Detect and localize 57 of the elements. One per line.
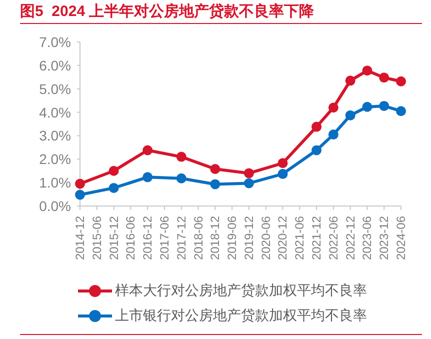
x-tick-label: 2020-12: [276, 216, 290, 260]
x-tick-label: 2014-12: [73, 216, 87, 260]
x-tick-label: 2015-12: [106, 216, 121, 260]
point: [278, 158, 288, 168]
y-tick-label: 2.0%: [39, 151, 71, 168]
point: [108, 166, 119, 176]
point: [210, 179, 220, 190]
chart-title: 图5 2024 上半年对公房地产贷款不良率下降: [20, 3, 314, 20]
y-tick-label: 3.0%: [39, 128, 71, 144]
y-tick-label: 5.0%: [39, 80, 71, 97]
x-tick-label: 2023-06: [360, 216, 374, 260]
point: [75, 178, 85, 189]
point: [312, 122, 322, 132]
point: [312, 145, 322, 156]
x-tick-label: 2024-06: [394, 216, 408, 260]
x-tick-label: 2021-12: [310, 216, 324, 260]
point: [362, 102, 372, 112]
y-tick-label: 7.0%: [39, 34, 71, 50]
x-tick-label: 2017-06: [157, 216, 172, 260]
y-tick-label: 4.0%: [39, 104, 71, 120]
point: [396, 106, 406, 116]
y-tick-label: 0.0%: [39, 198, 71, 214]
legend-label: 样本大行对公房地产贷款加权平均不良率: [115, 282, 367, 300]
point: [379, 100, 390, 111]
point: [75, 190, 85, 200]
x-tick-label: 2016-12: [140, 216, 155, 260]
y-tick-label: 1.0%: [39, 174, 71, 191]
point: [142, 145, 153, 156]
y-tick-label: 6.0%: [39, 57, 71, 74]
x-tick-label: 2019-06: [225, 216, 240, 260]
legend-label: 上市银行对公房地产贷款加权平均不良率: [115, 306, 367, 324]
x-tick-label: 2021-06: [292, 216, 307, 260]
point: [210, 164, 220, 174]
point: [142, 172, 153, 182]
point: [345, 110, 356, 120]
x-tick-label: 2022-12: [343, 216, 358, 260]
x-tick-label: 2018-06: [191, 216, 206, 260]
x-tick-label: 2023-12: [377, 216, 392, 260]
point: [108, 182, 119, 193]
x-tick-label: 2020-06: [258, 216, 273, 260]
x-tick-label: 2016-06: [124, 216, 138, 260]
point: [362, 66, 372, 76]
x-tick-label: 2018-12: [208, 216, 222, 260]
point: [176, 173, 186, 184]
point: [244, 168, 254, 178]
point: [176, 152, 186, 162]
point: [244, 178, 254, 188]
point: [396, 76, 406, 86]
point: [278, 168, 288, 179]
x-tick-label: 2022-06: [326, 216, 340, 260]
x-tick-label: 2015-06: [90, 216, 104, 260]
point: [345, 76, 356, 86]
x-tick-label: 2019-12: [242, 216, 256, 260]
x-tick-label: 2017-12: [174, 216, 188, 260]
point: [328, 102, 338, 113]
point: [328, 130, 338, 140]
point: [379, 72, 390, 83]
